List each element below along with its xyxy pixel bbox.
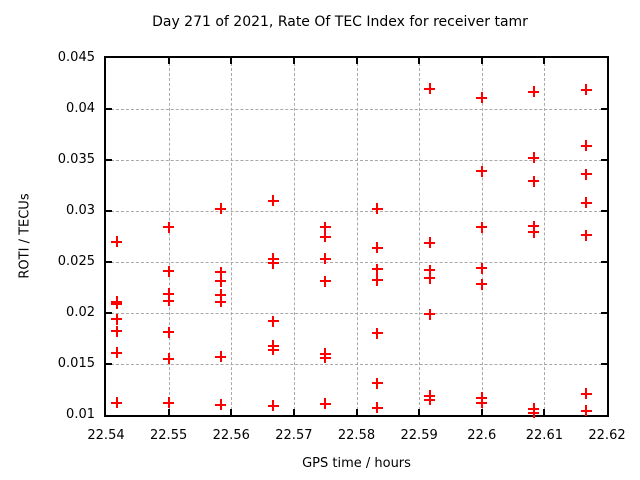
y-tick-label: 0.015: [57, 356, 95, 371]
y-tick-label: 0.04: [66, 101, 95, 116]
chart-title: Day 271 of 2021, Rate Of TEC Index for r…: [152, 14, 528, 30]
y-tick-label: 0.02: [66, 305, 95, 320]
y-tick-label: 0.01: [66, 407, 95, 422]
x-tick-label: 22.59: [400, 428, 438, 443]
y-axis-label: ROTI / TECUs: [17, 193, 33, 279]
x-tick-label: 22.54: [87, 428, 125, 443]
x-tick-label: 22.55: [150, 428, 188, 443]
y-tick-label: 0.035: [57, 152, 95, 167]
x-tick-label: 22.56: [212, 428, 250, 443]
y-tick-label: 0.045: [57, 50, 95, 65]
x-tick-label: 22.6: [467, 428, 497, 443]
x-tick-label: 22.57: [275, 428, 313, 443]
x-axis-label: GPS time / hours: [302, 456, 411, 471]
x-tick-label: 22.62: [588, 428, 626, 443]
y-tick-label: 0.025: [57, 254, 95, 269]
x-tick-label: 22.61: [525, 428, 563, 443]
y-tick-label: 0.03: [66, 203, 95, 218]
plot-area: [104, 56, 609, 417]
x-tick-label: 22.58: [337, 428, 376, 443]
